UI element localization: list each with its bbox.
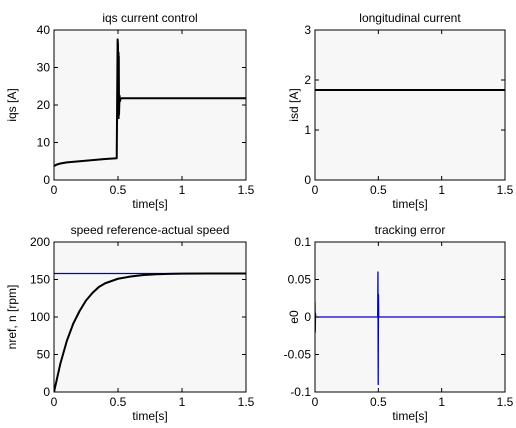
y-tick-label: 50: [37, 348, 51, 362]
y-tick-label: 30: [37, 61, 51, 75]
y-tick-label: 0: [304, 310, 311, 324]
series-line-1: [54, 38, 246, 167]
x-tick-label: 0.5: [110, 183, 127, 197]
x-tick-label: 1.5: [497, 183, 514, 197]
x-tick-label: 0: [312, 183, 319, 197]
y-tick-label: 0.1: [294, 235, 311, 249]
y-axis-label: e0: [287, 310, 301, 324]
y-axis-label: isd [A]: [287, 88, 301, 121]
plot-area: [315, 30, 505, 180]
subplot-iqs-current-control: 0 0.5 1 1.5 0 10 20 30 40 iqs current control time…: [5, 11, 255, 211]
chart-title: tracking error: [375, 223, 446, 237]
x-axis-label: time[s]: [392, 197, 427, 211]
x-tick-label: 0: [51, 183, 58, 197]
y-tick-label: -0.05: [284, 348, 312, 362]
x-tick-label: 0.5: [110, 395, 127, 409]
chart-title: iqs current control: [102, 11, 197, 25]
x-axis-label: time[s]: [392, 409, 427, 423]
x-tick-label: 0: [51, 395, 58, 409]
x-tick-label: 1: [438, 395, 445, 409]
y-tick-label: 0: [304, 173, 311, 187]
y-tick-label: 150: [30, 273, 50, 287]
y-tick-label: 20: [37, 98, 51, 112]
axes-frame: [314, 29, 506, 181]
y-tick-label: 1: [304, 123, 311, 137]
subplot-longitudinal-current: 0 0.5 1 1.5 0 1 2 3 longitudinal current time[s] i…: [287, 11, 514, 211]
series-line-2: [54, 272, 246, 392]
chart-title: speed reference-actual speed: [71, 223, 230, 237]
plot-area: [54, 242, 246, 392]
y-tick-label: 200: [30, 235, 50, 249]
y-axis-label: nref, n [rpm]: [5, 285, 19, 350]
x-tick-label: 1: [179, 183, 186, 197]
y-tick-label: 0: [43, 173, 50, 187]
y-tick-label: 40: [37, 23, 51, 37]
x-tick-label: 0.5: [370, 183, 387, 197]
x-tick-label: 0: [312, 395, 319, 409]
subplot-tracking-error: 0 0.5 1 1.5 -0.1 -0.05 0 0.05 0.1 tracking error t…: [284, 223, 514, 423]
y-tick-label: -0.1: [290, 385, 311, 399]
y-tick-label: 100: [30, 310, 50, 324]
y-tick-label: 10: [37, 136, 51, 150]
subplot-speed-reference-actual-speed: 0 0.5 1 1.5 0 50 100 150 200 speed reference-actu…: [5, 223, 255, 423]
plot-area: [54, 30, 246, 180]
x-tick-label: 1: [438, 183, 445, 197]
y-tick-label: 2: [304, 73, 311, 87]
y-tick-label: 0.05: [288, 273, 312, 287]
x-tick-label: 1.5: [238, 395, 255, 409]
x-axis-label: time[s]: [132, 197, 167, 211]
y-tick-label: 3: [304, 23, 311, 37]
x-axis-label: time[s]: [132, 409, 167, 423]
x-tick-label: 1.5: [238, 183, 255, 197]
y-tick-label: 0: [43, 385, 50, 399]
y-axis-label: iqs [A]: [5, 88, 19, 121]
x-tick-label: 1: [179, 395, 186, 409]
x-tick-label: 1.5: [497, 395, 514, 409]
chart-title: longitudinal current: [359, 11, 461, 25]
x-tick-label: 0.5: [370, 395, 387, 409]
